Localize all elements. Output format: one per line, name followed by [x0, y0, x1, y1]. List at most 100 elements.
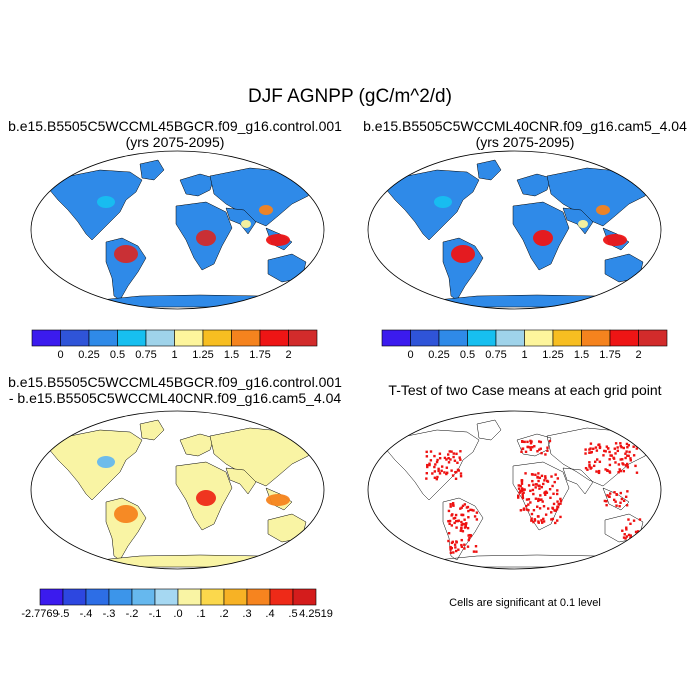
colorbar-tick-label: -.3: [103, 608, 116, 620]
significant-cell: [559, 502, 562, 505]
significant-cell: [532, 520, 535, 524]
significant-cell: [603, 499, 607, 503]
significant-cell: [533, 445, 536, 448]
colorbar-swatch: [31, 329, 61, 347]
significant-cell: [614, 500, 617, 503]
significant-cell: [530, 519, 533, 522]
significant-cell: [461, 504, 465, 508]
significant-cell: [589, 442, 593, 445]
significant-cell: [465, 506, 469, 509]
significant-cell: [517, 496, 520, 499]
significant-cell: [460, 506, 463, 509]
colorbar-swatch: [495, 329, 525, 347]
significant-cell: [461, 530, 465, 533]
significant-cell: [538, 507, 542, 510]
significant-cell: [613, 447, 616, 450]
significant-cell: [608, 471, 612, 474]
colorbar-tick-label: -.2: [126, 608, 139, 620]
continent-south-america: [442, 497, 484, 561]
significant-cell: [627, 518, 630, 521]
panel-title-line: b.e15.B5505C5WCCML40CNR.f09_g16.cam5_4.0…: [363, 118, 687, 134]
significant-cell: [449, 548, 452, 551]
significant-cell: [626, 454, 629, 457]
significant-cell: [464, 524, 467, 527]
significant-cell: [531, 488, 535, 492]
significant-cell: [624, 452, 627, 455]
significant-cell: [537, 521, 540, 524]
panel-title-case1: b.e15.B5505C5WCCML45BGCR.f09_g16.control…: [0, 118, 350, 150]
significant-cell: [472, 509, 475, 512]
significant-cell: [460, 520, 463, 524]
significant-cell: [556, 477, 560, 480]
continent-arabia-india: [562, 467, 594, 495]
significant-cell: [533, 518, 537, 521]
significant-cell: [613, 491, 616, 494]
colorbar-tick-label: 0.75: [485, 349, 506, 361]
significant-cell: [449, 551, 453, 554]
significant-cell: [463, 503, 467, 506]
significant-cell: [520, 482, 524, 485]
significant-cell: [537, 472, 540, 475]
map-border: [367, 150, 662, 310]
significant-cell: [555, 508, 559, 511]
significant-cell: [448, 519, 452, 523]
significant-cell: [467, 538, 470, 542]
ocean-background: [368, 411, 661, 569]
significant-cell: [555, 492, 559, 496]
significant-cell: [538, 476, 542, 480]
significant-cell: [608, 450, 611, 454]
significant-cell: [552, 502, 556, 506]
significant-cell: [548, 439, 552, 443]
colorbar-tick-label: 0.5: [110, 349, 125, 361]
significant-cell: [521, 447, 524, 451]
significant-cell: [447, 539, 450, 543]
significant-cell: [537, 515, 540, 518]
significant-cell: [605, 503, 608, 507]
significance-note: Cells are significant at 0.1 level: [449, 597, 601, 609]
significant-cell: [433, 454, 436, 458]
panel-title-line: T-Test of two Case means at each grid po…: [388, 382, 662, 398]
colorbar-swatch: [88, 329, 118, 347]
significant-cell: [474, 545, 478, 548]
panel-title-line: (yrs 2075-2095): [475, 134, 575, 150]
significant-cell: [464, 525, 468, 528]
significant-cell: [557, 502, 560, 506]
colorbar-tick-label: 0.75: [135, 349, 156, 361]
significant-cell: [440, 469, 443, 473]
significant-cell: [454, 546, 457, 549]
colorbar-swatch: [145, 329, 175, 347]
significant-cell: [459, 475, 463, 478]
significant-cell: [542, 505, 546, 508]
colorbar-swatch: [438, 329, 468, 347]
significant-cell: [553, 480, 556, 484]
significant-cell: [455, 540, 458, 543]
colorbar-tick-label: 0.5: [460, 349, 475, 361]
significant-cell: [608, 458, 611, 461]
significant-cell: [519, 489, 522, 492]
figure-title: DJF AGNPP (gC/m^2/d): [248, 86, 452, 107]
significant-cell: [550, 475, 553, 478]
significant-cell: [431, 472, 434, 475]
region-eastern-usa: [434, 196, 452, 208]
significant-cell: [629, 536, 632, 539]
significant-cell: [614, 452, 617, 455]
significant-cell: [556, 519, 559, 522]
colorbar-swatch: [552, 329, 582, 347]
significant-cell: [542, 517, 545, 521]
significant-cell: [541, 500, 544, 503]
significant-cell: [624, 456, 627, 460]
significant-cell: [540, 519, 543, 522]
significant-cell: [425, 472, 429, 475]
significant-cell: [450, 469, 453, 472]
significant-cell: [448, 450, 451, 453]
colorbar-tick-label: 0: [407, 349, 413, 361]
significant-cell: [433, 470, 437, 473]
colorbar-swatch: [581, 329, 611, 347]
significant-cell: [446, 453, 450, 456]
significant-cell: [589, 447, 592, 450]
significant-cell: [534, 486, 537, 489]
significant-cell: [588, 465, 591, 468]
significant-cell: [525, 498, 529, 501]
significant-cell: [521, 492, 524, 496]
continent-greenland: [139, 159, 165, 181]
